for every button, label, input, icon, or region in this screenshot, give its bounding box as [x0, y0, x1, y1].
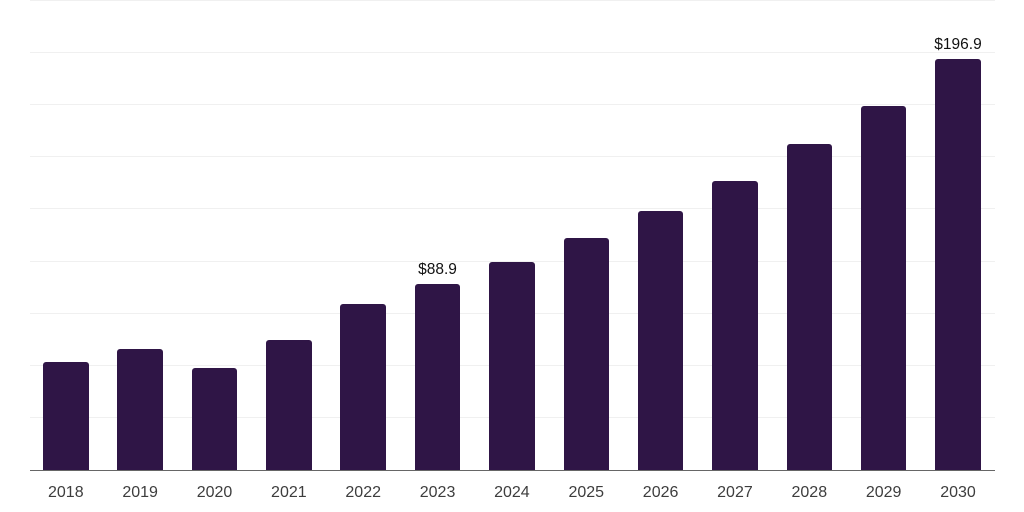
x-tick-label-2028: 2028 [791, 483, 828, 501]
bar-2018 [43, 361, 89, 470]
bar-2025 [563, 238, 609, 470]
gridline [30, 103, 995, 105]
x-tick-label-2021: 2021 [271, 483, 307, 501]
bar-2028 [786, 144, 833, 470]
gridline [30, 208, 995, 210]
bar-2022 [340, 303, 386, 470]
bar-2020 [191, 367, 238, 470]
bar-2026 [637, 211, 684, 470]
x-tick-label-2029: 2029 [865, 483, 902, 501]
bar-2027 [712, 180, 758, 470]
x-tick-label-2022: 2022 [345, 483, 381, 501]
x-axis-line [30, 469, 995, 471]
bar-2023 [414, 284, 461, 470]
bar-2024 [489, 261, 535, 470]
bar-2030 [935, 58, 981, 470]
bar-2021 [266, 340, 312, 470]
bar-2019 [117, 349, 163, 470]
x-tick-label-2027: 2027 [717, 483, 753, 501]
bar-2029 [860, 105, 907, 470]
bar-value-label-2023: $88.9 [418, 261, 457, 279]
gridline [30, 51, 995, 53]
x-tick-label-2019: 2019 [122, 483, 158, 501]
gridline [30, 260, 995, 262]
x-tick-label-2030: 2030 [940, 483, 976, 501]
x-tick-label-2023: 2023 [419, 483, 456, 501]
x-tick-label-2025: 2025 [568, 483, 605, 501]
bar-value-label-2030: $196.9 [934, 35, 982, 53]
x-tick-label-2026: 2026 [642, 483, 679, 501]
gridline [30, 156, 995, 158]
x-tick-label-2020: 2020 [196, 483, 233, 501]
x-tick-label-2018: 2018 [48, 483, 84, 501]
x-tick-label-2024: 2024 [494, 483, 530, 501]
gridline [30, 0, 995, 1]
